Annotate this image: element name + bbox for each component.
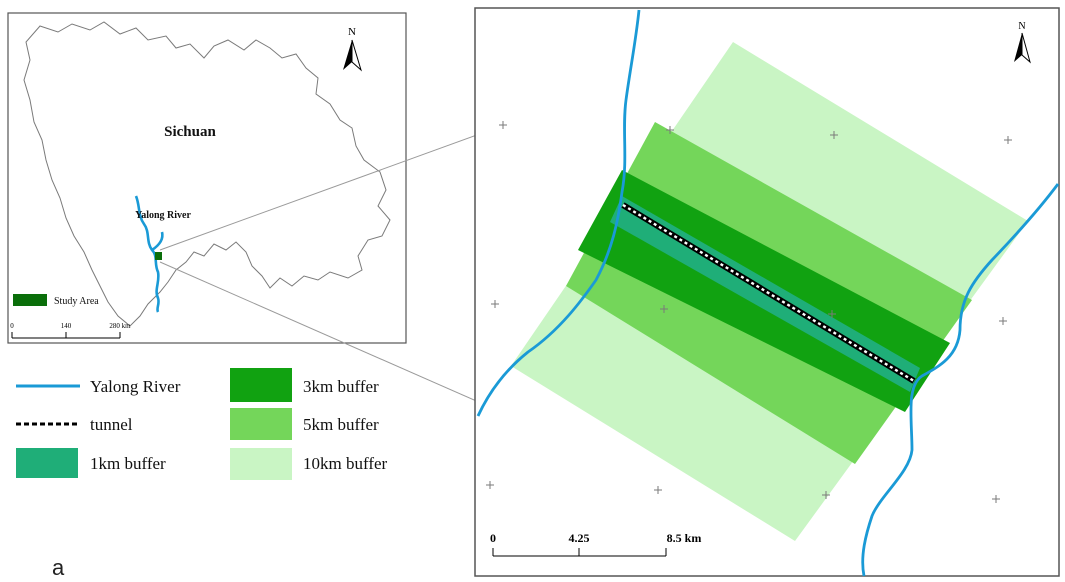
overview-study-area-marker <box>155 252 162 260</box>
detail-scale-label-2: 8.5 km <box>667 531 702 545</box>
panel-label: a <box>52 555 65 580</box>
legend-swatch-5km <box>230 408 292 440</box>
detail-yalong-river-left <box>476 9 641 417</box>
legend-label-10km: 10km buffer <box>303 454 388 473</box>
overview-scale-label-2: 280 km <box>109 322 131 330</box>
overview-yalong-river-branch <box>151 231 164 252</box>
sichuan-boundary <box>23 21 391 327</box>
detail-map: N 0 4.25 8.5 km <box>474 7 1060 577</box>
overview-study-area-label: Study Area <box>54 296 99 307</box>
detail-scale-label-0: 0 <box>490 531 496 545</box>
legend-label-3km: 3km buffer <box>303 377 379 396</box>
overview-study-area-swatch <box>13 294 47 306</box>
legend: Yalong River tunnel 1km buffer 3km buffe… <box>16 368 388 480</box>
overview-region-label: Sichuan <box>164 124 216 140</box>
detail-north-arrow-icon: N <box>1014 21 1031 64</box>
legend-swatch-3km <box>230 368 292 402</box>
overview-yalong-river <box>134 195 160 313</box>
overview-river-label: Yalong River <box>135 210 191 221</box>
detail-scale-bar: 0 4.25 8.5 km <box>490 531 702 557</box>
overview-scale-label-1: 140 <box>61 322 72 330</box>
tunnel-line <box>621 202 916 384</box>
overview-north-arrow-icon: N <box>343 26 362 72</box>
overview-north-label: N <box>348 26 356 38</box>
overview-scale-label-0: 0 <box>10 322 14 330</box>
legend-swatch-10km <box>230 448 292 480</box>
overview-scale-bar: 0 140 280 km <box>10 322 131 339</box>
legend-label-1km: 1km buffer <box>90 454 166 473</box>
graticule-marks <box>486 121 1012 503</box>
legend-label-5km: 5km buffer <box>303 415 379 434</box>
legend-label-tunnel: tunnel <box>90 415 133 434</box>
legend-swatch-1km <box>16 448 78 478</box>
legend-label-river: Yalong River <box>90 377 181 396</box>
overview-map: Sichuan Yalong River N Study Area 0 140 … <box>7 12 407 344</box>
detail-yalong-river-right <box>861 183 1060 577</box>
detail-scale-label-1: 4.25 <box>569 531 590 545</box>
detail-north-label: N <box>1018 21 1025 32</box>
